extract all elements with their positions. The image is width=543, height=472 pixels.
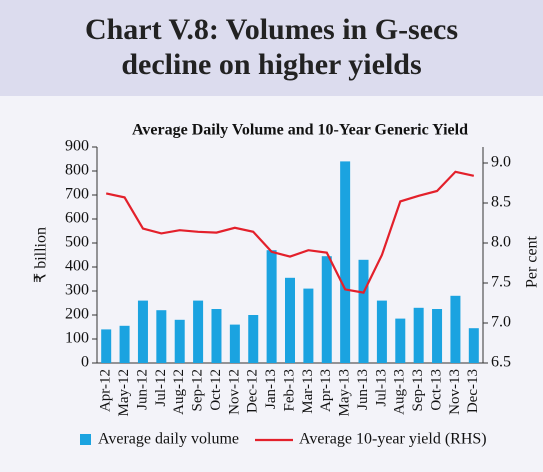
legend-label: Average 10-year yield (RHS) xyxy=(299,431,487,448)
line xyxy=(105,170,475,294)
x-tick-label: Nov-13 xyxy=(447,369,463,415)
x-tick-label: Dec-12 xyxy=(245,369,261,413)
x-tick-label: Oct-12 xyxy=(208,369,224,411)
bar xyxy=(266,250,277,363)
bar xyxy=(156,310,167,363)
y2-tick-label: 8.5 xyxy=(491,194,511,211)
x-tick-label: Jul-12 xyxy=(153,369,169,407)
x-tick-label: May-12 xyxy=(116,369,132,417)
chart-subtitle: Average Daily Volume and 10-Year Generic… xyxy=(132,122,468,139)
x-tick-label: Nov-12 xyxy=(226,369,242,415)
x-tick-label: Apr-13 xyxy=(318,369,334,412)
bar xyxy=(395,318,406,363)
y-tick-label: 700 xyxy=(65,186,89,203)
x-tick-label: Dec-13 xyxy=(465,369,481,413)
x-tick-label: Jan-13 xyxy=(263,369,279,409)
x-tick-label: Feb-13 xyxy=(281,369,297,412)
x-tick-label: Oct-13 xyxy=(428,369,444,411)
x-tick-label: Aug-12 xyxy=(171,369,187,415)
x-tick-label: Mar-13 xyxy=(300,369,316,414)
y-axis-label: ₹ billion xyxy=(33,227,50,283)
chart-title: Chart V.8: Volumes in G-secs decline on … xyxy=(0,0,543,96)
y2-tick-label: 9.0 xyxy=(491,154,511,171)
bar xyxy=(285,277,295,363)
x-tick-label: May-13 xyxy=(337,369,353,417)
y-tick-label: 900 xyxy=(65,138,89,155)
bar xyxy=(468,328,479,363)
bar xyxy=(340,161,351,363)
bar xyxy=(119,325,130,363)
bar xyxy=(229,324,240,363)
y2-tick-label: 8.0 xyxy=(491,234,511,251)
x-tick-label: Jul-13 xyxy=(373,369,389,407)
y-tick-label: 400 xyxy=(65,258,89,275)
y2-tick-label: 7.5 xyxy=(491,274,511,291)
y-tick-label: 300 xyxy=(65,282,89,299)
bar xyxy=(376,300,387,363)
x-tick-label: Aug-13 xyxy=(392,369,408,415)
y-tick-label: 500 xyxy=(65,234,89,251)
y2-axis-label: Per cent xyxy=(524,235,541,288)
x-tick-label: Apr-12 xyxy=(98,369,114,412)
legend-swatch xyxy=(80,434,91,445)
bar xyxy=(248,315,259,363)
bar xyxy=(174,319,185,363)
y2-tick-label: 6.5 xyxy=(491,354,511,371)
y-tick-label: 0 xyxy=(81,354,89,371)
y-tick-label: 800 xyxy=(65,162,89,179)
bar xyxy=(211,309,222,363)
bar xyxy=(450,295,461,363)
y-tick-label: 200 xyxy=(65,306,89,323)
legend-label: Average daily volume xyxy=(98,431,239,448)
bar xyxy=(303,288,314,363)
y2-tick-label: 7.0 xyxy=(491,314,511,331)
x-tick-label: Jun-13 xyxy=(355,369,371,410)
x-tick-label: Sep-13 xyxy=(410,369,426,412)
bar xyxy=(321,256,332,363)
bar xyxy=(101,329,112,363)
bar xyxy=(358,259,369,363)
bar xyxy=(137,300,148,363)
y-tick-label: 600 xyxy=(65,210,89,227)
bar xyxy=(432,309,443,363)
bar xyxy=(413,307,424,363)
y-tick-label: 100 xyxy=(65,330,89,347)
bar xyxy=(193,300,204,363)
x-tick-label: Sep-12 xyxy=(190,369,206,412)
x-tick-label: Jun-12 xyxy=(134,369,150,410)
